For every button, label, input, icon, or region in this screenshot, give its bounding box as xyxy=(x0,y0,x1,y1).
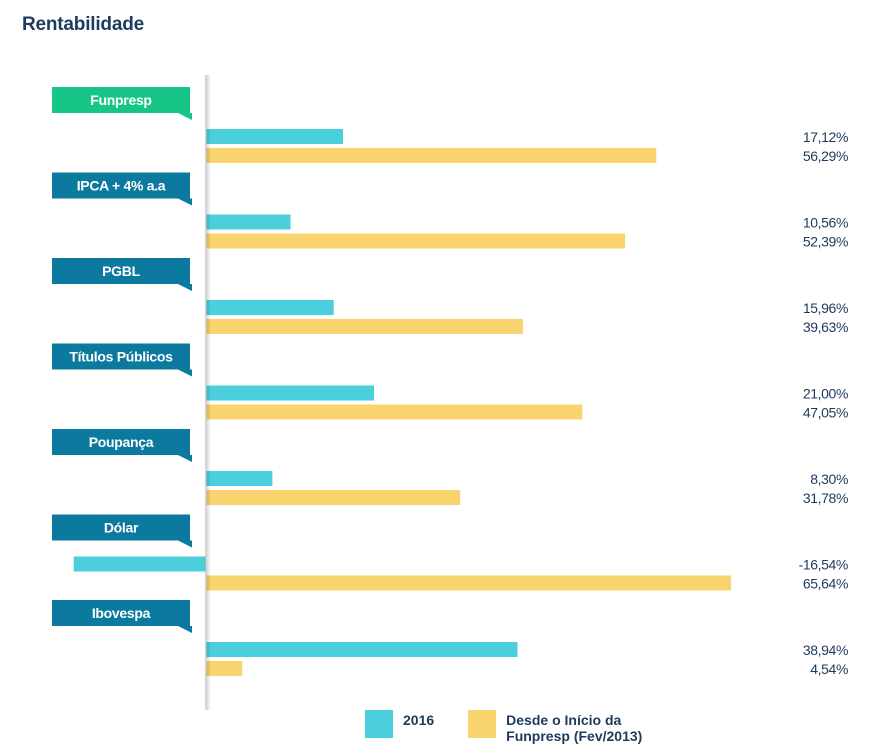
value-label-dolar-desde-inicio: 65,64% xyxy=(803,576,848,592)
value-label-titulos-publicos-2016: 21,00% xyxy=(803,386,848,402)
bar-titulos-publicos-2016 xyxy=(206,385,374,401)
bar-pgbl-2016 xyxy=(206,300,334,315)
bar-titulos-publicos-desde-inicio xyxy=(206,404,583,420)
category-label-text: PGBL xyxy=(102,263,140,279)
legend-label-line1: Desde o Início da xyxy=(506,712,622,728)
category-label-poupanca: Poupança xyxy=(52,429,192,462)
legend-swatch-2016 xyxy=(365,710,393,738)
value-label-ibovespa-2016: 38,94% xyxy=(803,642,848,658)
value-label-titulos-publicos-desde-inicio: 47,05% xyxy=(803,405,848,421)
bar-dolar-desde-inicio xyxy=(206,575,732,591)
value-label-dolar-2016: -16,54% xyxy=(799,557,848,573)
category-label-pgbl: PGBL xyxy=(52,258,192,291)
value-label-funpresp-desde-inicio: 56,29% xyxy=(803,148,848,164)
bar-ibovespa-2016 xyxy=(206,642,518,657)
legend: 2016 Desde o Início da Funpresp (Fev/201… xyxy=(365,710,656,744)
bar-ibovespa-desde-inicio xyxy=(206,661,243,676)
chart-title: Rentabilidade xyxy=(22,14,144,35)
value-label-poupanca-desde-inicio: 31,78% xyxy=(803,490,848,506)
legend-label-2016: 2016 xyxy=(403,712,435,728)
bar-ipca-4-a-a-desde-inicio xyxy=(206,233,626,249)
category-label-text: Títulos Públicos xyxy=(69,349,173,365)
value-label-pgbl-desde-inicio: 39,63% xyxy=(803,319,848,335)
legend-label-desde-inicio: Desde o Início da Funpresp (Fev/2013) xyxy=(506,712,656,744)
bar-funpresp-2016 xyxy=(206,129,343,144)
bar-poupanca-desde-inicio xyxy=(206,490,461,505)
bar-poupanca-2016 xyxy=(206,471,273,486)
bar-ipca-4-a-a-2016 xyxy=(206,214,291,230)
category-label-ibovespa: Ibovespa xyxy=(52,600,192,633)
value-label-ipca-4-a-a-2016: 10,56% xyxy=(803,215,848,231)
category-label-ipca-4-a-a: IPCA + 4% a.a xyxy=(52,172,192,206)
legend-label-line2: Funpresp (Fev/2013) xyxy=(506,728,643,744)
legend-item-2016: 2016 xyxy=(365,710,434,738)
category-label-text: Poupança xyxy=(89,434,154,450)
category-label-text: Dólar xyxy=(104,520,139,536)
category-label-funpresp: Funpresp xyxy=(52,87,192,120)
bar-dolar-2016 xyxy=(73,556,206,572)
value-label-ipca-4-a-a-desde-inicio: 52,39% xyxy=(803,234,848,250)
value-label-ibovespa-desde-inicio: 4,54% xyxy=(810,661,848,677)
value-label-funpresp-2016: 17,12% xyxy=(803,129,848,145)
zero-axis xyxy=(205,75,211,710)
category-label-text: IPCA + 4% a.a xyxy=(77,178,166,194)
bar-pgbl-desde-inicio xyxy=(206,319,523,334)
category-label-text: Funpresp xyxy=(90,92,151,108)
category-label-text: Ibovespa xyxy=(92,605,151,621)
bar-funpresp-desde-inicio xyxy=(206,148,657,163)
legend-item-desde-inicio: Desde o Início da Funpresp (Fev/2013) xyxy=(468,710,656,744)
value-label-pgbl-2016: 15,96% xyxy=(803,300,848,316)
value-label-poupanca-2016: 8,30% xyxy=(810,471,848,487)
category-label-titulos-publicos: Títulos Públicos xyxy=(52,343,192,377)
legend-swatch-desde-inicio xyxy=(468,710,497,738)
category-label-dolar: Dólar xyxy=(52,514,192,548)
